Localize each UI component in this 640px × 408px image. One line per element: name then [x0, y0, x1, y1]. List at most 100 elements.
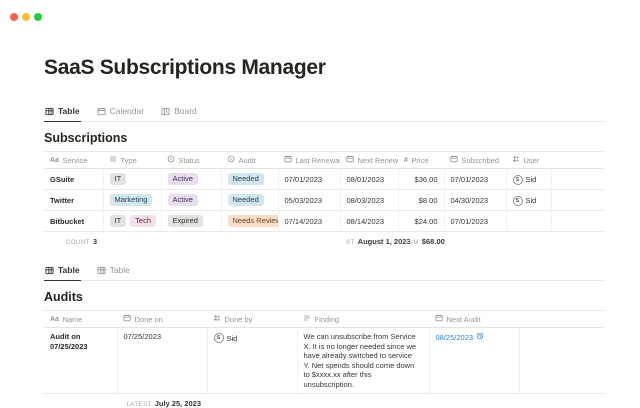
cell-user[interactable]: S Sid	[506, 168, 552, 191]
cell-last-renewal[interactable]: 05/03/2023	[278, 189, 341, 212]
board-icon	[161, 107, 170, 116]
select-icon	[227, 155, 235, 165]
calc-sum[interactable]: SUM $68.00	[404, 237, 445, 247]
cell-user[interactable]	[506, 210, 552, 233]
column-header-next-renewal[interactable]: Next Renewal	[340, 151, 398, 169]
column-header-audit[interactable]: Audit	[221, 151, 278, 169]
minimize-button[interactable]	[22, 13, 30, 21]
status-tag: Active	[167, 194, 198, 207]
calculation-row: LATEST July 25, 2023	[44, 394, 604, 408]
calc-count[interactable]: COUNT 3	[65, 237, 97, 247]
people-icon	[512, 155, 520, 165]
table-row: Audit on 07/25/2023 07/25/2023 S Sid We c…	[44, 327, 604, 395]
cell-price[interactable]: $24.00	[398, 210, 445, 233]
type-tag: IT	[109, 173, 127, 186]
cell-finding[interactable]: We can unsubscribe from Service X. It is…	[297, 327, 430, 395]
header-row: Aa Service Type Status Audit Last Renewal…	[44, 151, 604, 169]
column-header-empty[interactable]	[551, 151, 604, 169]
audit-tag: Needed	[227, 173, 264, 186]
calendar-icon	[97, 107, 106, 116]
calc-earliest[interactable]: ST August 1, 2023	[346, 237, 411, 247]
column-header-done-by[interactable]: Done by	[207, 310, 297, 329]
column-header-name[interactable]: Aa Name	[44, 310, 117, 329]
audit-tag: Needed	[227, 194, 264, 207]
cell-audit[interactable]: Needs Review	[221, 210, 279, 233]
avatar: S	[512, 195, 523, 206]
cell-last-renewal[interactable]: 07/14/2023	[278, 210, 341, 233]
cell-price[interactable]: $36.00	[398, 168, 445, 191]
next-audit-date[interactable]: 08/25/2023	[436, 332, 485, 342]
cell-done-by[interactable]: S Sid	[207, 327, 298, 395]
cell-next-audit[interactable]: 08/25/2023	[429, 327, 520, 395]
table-row: Twitter Marketing Active Needed 05/03/20…	[44, 189, 604, 212]
close-button[interactable]	[10, 13, 18, 21]
cell-type[interactable]: IT Tech	[103, 210, 162, 233]
calculation-row: COUNT 3 ST August 1, 2023 SUM $68.00	[44, 232, 604, 247]
tab-label: Calendar	[109, 106, 145, 116]
column-header-service[interactable]: Aa Service	[44, 151, 103, 169]
cell-subscribed[interactable]: 07/01/2023	[444, 210, 507, 233]
column-header-type[interactable]: Type	[103, 151, 161, 169]
cell-next-renewal[interactable]: 08/01/2023	[340, 168, 399, 191]
type-tag: IT	[109, 215, 127, 228]
column-header-done-on[interactable]: Done on	[117, 310, 207, 329]
cell-type[interactable]: Marketing	[103, 189, 162, 212]
people-icon	[213, 314, 221, 324]
cell-service[interactable]: Twitter	[44, 189, 104, 212]
primary-view-tabs: Table Calendar Board	[44, 104, 604, 122]
cell-next-renewal[interactable]: 08/03/2023	[340, 189, 399, 212]
cell-type[interactable]: IT	[103, 168, 162, 191]
type-tag: Tech	[130, 215, 157, 228]
tab-table-1[interactable]: Table	[44, 263, 81, 282]
cell-name[interactable]: Audit on 07/25/2023	[44, 327, 118, 395]
cell-service[interactable]: GSuite	[44, 168, 104, 191]
cell-status[interactable]: Active	[161, 168, 222, 191]
calendar-icon	[450, 155, 458, 165]
tab-board[interactable]: Board	[160, 104, 198, 122]
table-icon	[97, 266, 106, 275]
column-header-subscribed[interactable]: Subscribed	[444, 151, 506, 169]
column-header-user[interactable]: User	[506, 151, 551, 169]
tab-table-2[interactable]: Table	[96, 263, 131, 281]
person-chip: S Sid	[512, 195, 536, 206]
cell-subscribed[interactable]: 07/01/2023	[444, 168, 507, 191]
cell-empty[interactable]	[551, 210, 604, 233]
avatar: S	[512, 174, 523, 185]
tab-calendar[interactable]: Calendar	[96, 104, 146, 122]
cell-empty[interactable]	[551, 168, 604, 191]
cell-status[interactable]: Expired	[161, 210, 222, 233]
cell-subscribed[interactable]: 04/30/2023	[444, 189, 507, 212]
table-icon	[45, 107, 54, 116]
cell-service[interactable]: Bitbucket	[44, 210, 104, 233]
column-header-status[interactable]: Status	[161, 151, 221, 169]
alarm-clock-icon	[476, 332, 484, 342]
status-tag: Active	[167, 173, 198, 186]
column-header-last-renewal[interactable]: Last Renewal	[278, 151, 340, 169]
cell-audit[interactable]: Needed	[221, 189, 279, 212]
zoom-button[interactable]	[34, 13, 42, 21]
table-row: Bitbucket IT Tech Expired Needs Review 07…	[44, 210, 604, 233]
tab-table[interactable]: Table	[44, 104, 81, 122]
text-lines-icon	[303, 314, 311, 324]
calc-latest[interactable]: LATEST July 25, 2023	[126, 399, 201, 408]
column-header-price[interactable]: # Price	[398, 151, 444, 169]
audits-table: Aa Name Done on Done by Finding Next Audi…	[44, 310, 604, 408]
cell-next-renewal[interactable]: 08/14/2023	[340, 210, 399, 233]
column-header-empty[interactable]	[519, 310, 604, 329]
cell-last-renewal[interactable]: 07/01/2023	[278, 168, 341, 191]
calendar-icon	[346, 155, 354, 165]
tab-label: Table	[109, 265, 130, 276]
cell-empty[interactable]	[551, 189, 604, 212]
column-header-next-audit[interactable]: Next Audit	[429, 310, 519, 329]
page: SaaS Subscriptions Manager Table Calenda…	[44, 56, 604, 408]
column-header-finding[interactable]: Finding	[297, 310, 429, 329]
cell-status[interactable]: Active	[161, 189, 222, 212]
cell-price[interactable]: $8.00	[398, 189, 445, 212]
cell-empty[interactable]	[519, 327, 604, 395]
cell-done-on[interactable]: 07/25/2023	[117, 327, 208, 395]
secondary-view-tabs: Table Table	[44, 263, 604, 282]
tab-label: Table	[58, 106, 80, 116]
cell-user[interactable]: S Sid	[506, 189, 552, 212]
cell-audit[interactable]: Needed	[221, 168, 279, 191]
number-icon: #	[404, 157, 408, 164]
